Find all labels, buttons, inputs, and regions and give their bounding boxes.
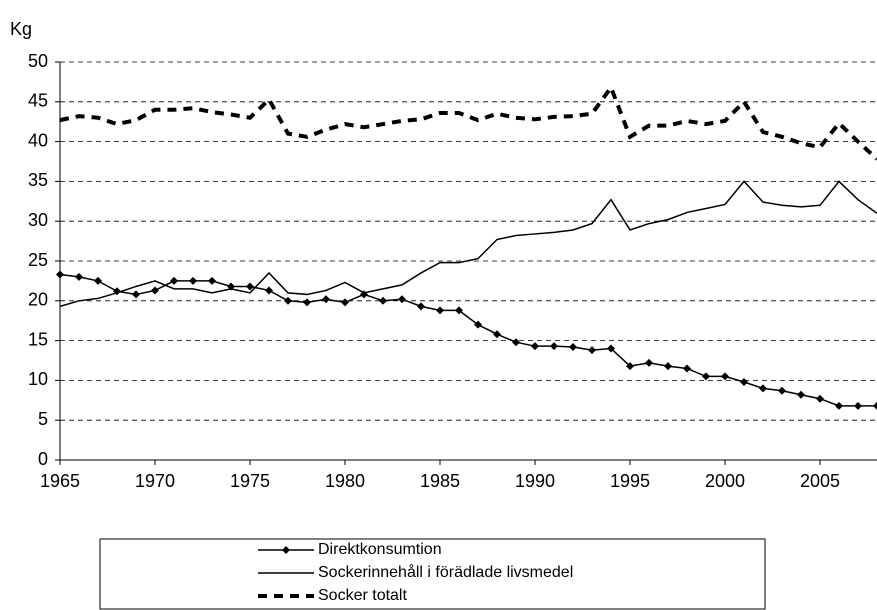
legend-label: Socker totalt (318, 587, 407, 604)
data-point (740, 377, 748, 386)
data-point (683, 364, 691, 373)
data-point (94, 276, 102, 285)
y-tick-label: 10 (28, 369, 48, 389)
data-point (512, 338, 520, 347)
data-point (778, 386, 786, 395)
x-tick-label: 1975 (230, 471, 270, 491)
legend-box (99, 538, 766, 610)
data-point (284, 296, 292, 305)
y-tick-label: 0 (38, 449, 48, 469)
data-point (398, 295, 406, 304)
x-tick-label: 1970 (135, 471, 175, 491)
data-point (417, 302, 425, 311)
x-tick-label: 1995 (610, 471, 650, 491)
data-point (170, 276, 178, 285)
y-tick-label: 30 (28, 210, 48, 230)
data-point (607, 344, 615, 353)
data-point (550, 342, 558, 351)
x-tick-label: 1965 (40, 471, 80, 491)
y-tick-label: 25 (28, 250, 48, 270)
data-point (379, 296, 387, 305)
y-axis-label: Kg (10, 19, 32, 39)
data-point (227, 282, 235, 291)
data-point (721, 372, 729, 381)
data-point (835, 401, 843, 410)
data-point (474, 320, 482, 329)
y-tick-label: 45 (28, 91, 48, 111)
data-point (569, 342, 577, 351)
y-tick-label: 20 (28, 290, 48, 310)
series-line (59, 83, 877, 161)
data-point (56, 270, 64, 279)
data-point (208, 276, 216, 285)
data-point (246, 282, 254, 291)
data-point (303, 298, 311, 307)
legend-label: Direktkonsumtion (318, 541, 442, 558)
data-point (702, 372, 710, 381)
data-point (132, 290, 140, 299)
y-tick-label: 15 (28, 329, 48, 349)
data-point (436, 306, 444, 315)
data-point (151, 286, 159, 295)
data-point (588, 346, 596, 355)
data-point (664, 362, 672, 371)
data-point (626, 362, 634, 371)
data-point (189, 276, 197, 285)
series-line (59, 180, 877, 308)
data-point (854, 401, 862, 410)
data-point (873, 401, 877, 410)
x-tick-label: 1985 (420, 471, 460, 491)
data-point (322, 295, 330, 304)
data-point (455, 306, 463, 315)
data-point (797, 390, 805, 399)
data-point (75, 272, 83, 281)
y-tick-label: 40 (28, 130, 48, 150)
x-tick-label: 1980 (325, 471, 365, 491)
y-tick-label: 35 (28, 170, 48, 190)
data-point (816, 394, 824, 403)
data-point (493, 330, 501, 339)
x-tick-label: 2005 (800, 471, 840, 491)
data-point (341, 298, 349, 307)
legend-label: Sockerinnehåll i förädlade livsmedel (318, 563, 573, 581)
data-point (531, 342, 539, 351)
x-tick-label: 2000 (705, 471, 745, 491)
y-tick-label: 5 (38, 409, 48, 429)
y-tick-label: 50 (28, 51, 48, 71)
legend-marker (282, 546, 290, 554)
data-point (645, 358, 653, 367)
x-tick-label: 1990 (515, 471, 555, 491)
data-point (265, 286, 273, 295)
data-point (759, 384, 767, 393)
